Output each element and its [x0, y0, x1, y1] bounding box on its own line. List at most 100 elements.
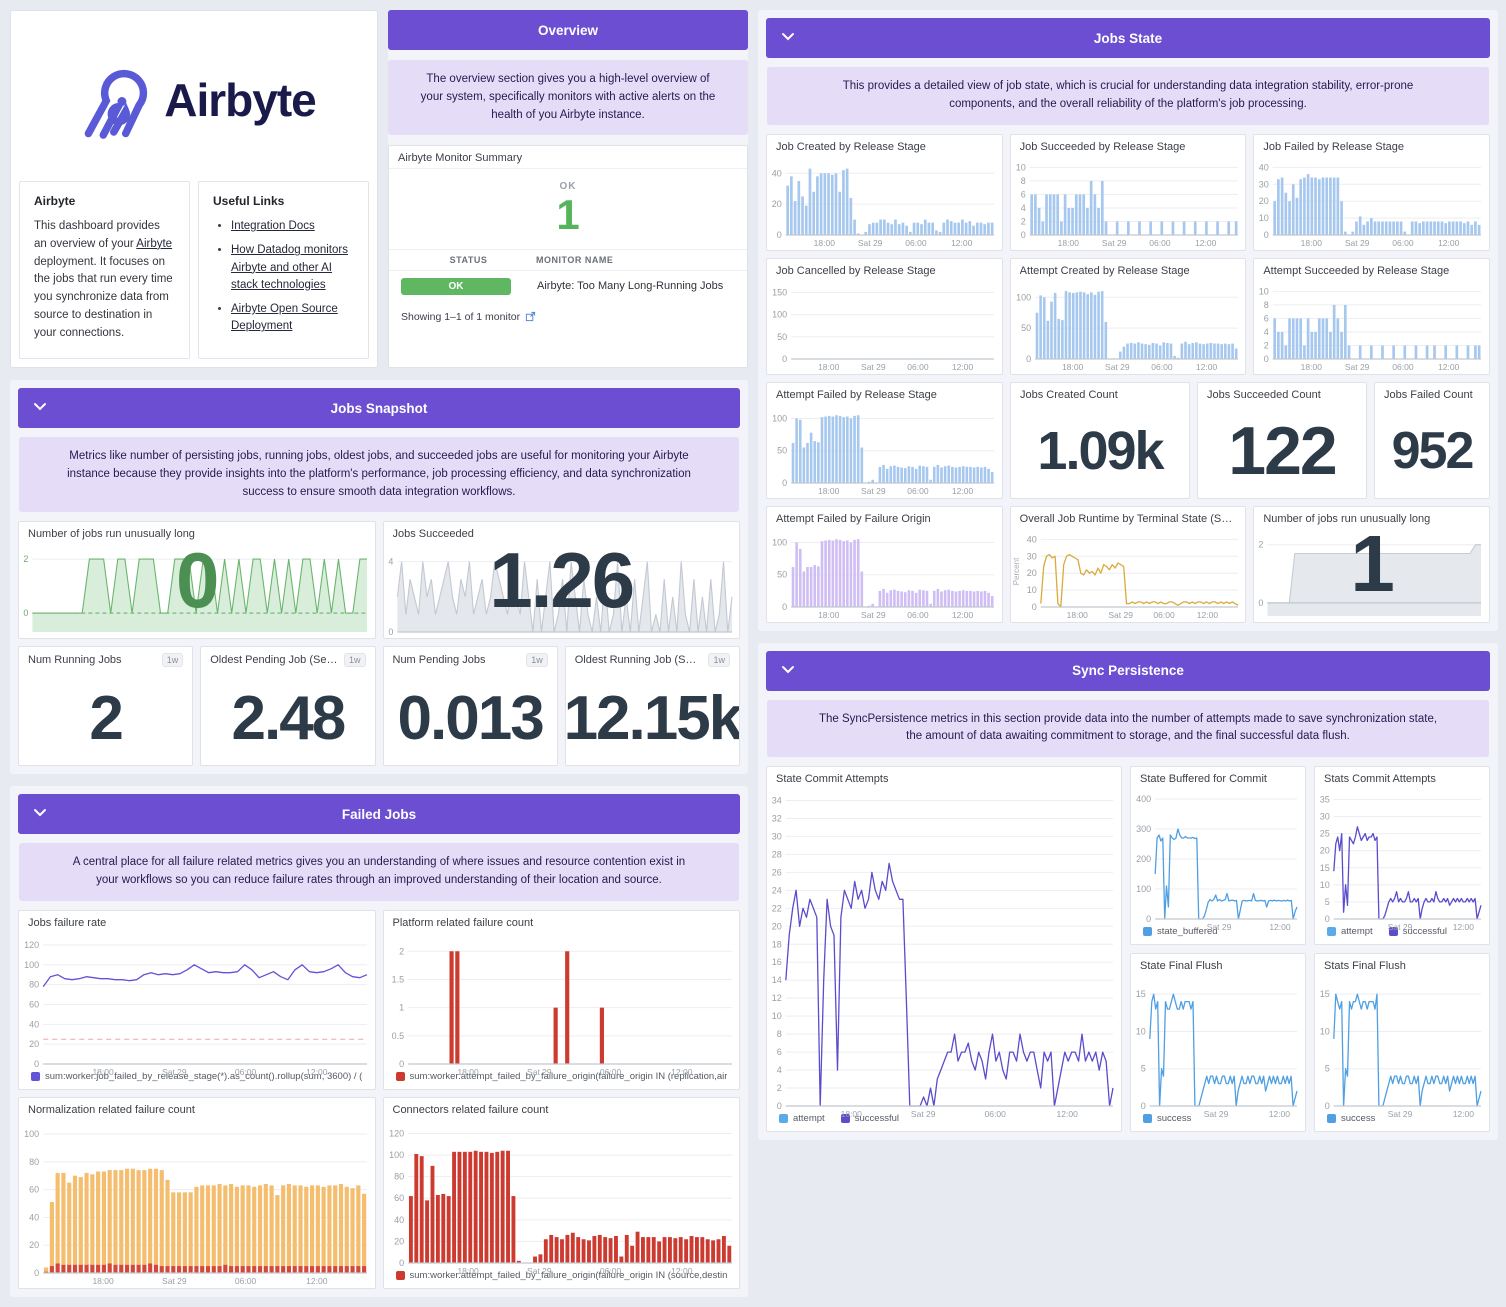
state-final-flush-chart[interactable]: 0 5 10 15 Sat 29 12:00 — [1131, 976, 1305, 1119]
svg-text:300: 300 — [1136, 824, 1151, 834]
query-value: 2 — [89, 683, 123, 753]
datadog-monitors-link[interactable]: How Datadog monitors Airbyte and other A… — [231, 244, 348, 291]
chevron-down-icon[interactable] — [780, 662, 796, 678]
svg-text:50: 50 — [777, 569, 787, 579]
stats-commit-attempts-chart[interactable]: 0 5 10 15 20 25 30 35 Sat 29 12:00 — [1315, 789, 1489, 932]
state-commit-attempts-chart[interactable]: 0 2 4 6 8 10 12 14 16 18 20 22 24 26 28 30 32 34 18:00 Sat … — [767, 789, 1121, 1119]
left-column: Airbyte Airbyte This dashboard provides … — [10, 10, 748, 1298]
chart-legend: attempt successful — [767, 1110, 1121, 1131]
svg-text:100: 100 — [772, 413, 787, 423]
jobs-failure-rate-widget: Jobs failure rate 0 20 40 60 80 100 120 18:00 Sa… — [18, 910, 376, 1091]
svg-text:80: 80 — [394, 1172, 404, 1182]
jobs-state-title: Jobs State — [1093, 30, 1163, 46]
svg-text:Sat 29: Sat 29 — [527, 1067, 552, 1077]
svg-text:400: 400 — [1136, 794, 1151, 804]
jobs-state-header[interactable]: Jobs State — [766, 18, 1490, 58]
svg-text:10: 10 — [1015, 162, 1025, 172]
svg-text:100: 100 — [1016, 292, 1031, 302]
widget-title: Job Succeeded by Release Stage — [1019, 140, 1186, 153]
overview-header[interactable]: Overview — [388, 10, 748, 50]
chevron-down-icon[interactable] — [32, 399, 48, 415]
svg-text:1: 1 — [399, 1003, 404, 1013]
monitor-table-row[interactable]: OK Airbyte: Too Many Long-Running Jobs — [389, 271, 747, 302]
svg-text:18: 18 — [772, 940, 782, 950]
attempt-failed-origin-widget: Attempt Failed by Failure Origin 0 50 100 1… — [766, 505, 1003, 623]
jobs-snapshot-description: Metrics like number of persisting jobs, … — [19, 437, 739, 513]
attempt-failed-release-widget: Attempt Failed by Release Stage 0 50 100 18… — [766, 381, 1003, 499]
jobs-failure-rate-chart[interactable]: 0 20 40 60 80 100 120 18:00 Sat 29 06:00 12:00 — [19, 933, 375, 1077]
attempt-succeeded-chart[interactable]: 0 2 4 6 8 10 18:00 Sat 29 06:00 12:00 — [1254, 281, 1489, 374]
monitor-summary-title: Airbyte Monitor Summary — [389, 146, 747, 170]
attempt-created-chart[interactable]: 0 50 100 18:00 Sat 29 06:00 12:00 — [1011, 281, 1246, 374]
widget-title: State Final Flush — [1140, 960, 1223, 973]
sync-persistence-header[interactable]: Sync Persistence — [766, 650, 1490, 691]
svg-text:12:00: 12:00 — [1195, 238, 1217, 248]
svg-text:2: 2 — [23, 555, 28, 565]
integration-docs-link[interactable]: Integration Docs — [231, 220, 315, 232]
legend-swatch — [779, 1114, 788, 1124]
widget-title: Normalization related failure count — [28, 1104, 195, 1117]
job-succeeded-chart[interactable]: 0 2 4 6 8 10 18:00 Sat 29 06:00 12:00 — [1011, 157, 1246, 250]
open-source-deployment-link[interactable]: Airbyte Open Source Deployment — [231, 303, 338, 333]
monitor-name-link[interactable]: Airbyte: Too Many Long-Running Jobs — [537, 280, 724, 293]
normalization-failure-chart[interactable]: 0 20 40 60 80 100 18:00 Sat 29 06:00 12:00 — [19, 1120, 375, 1288]
svg-text:Sat 29: Sat 29 — [1345, 362, 1370, 372]
widget-title: Attempt Created by Release Stage — [1019, 264, 1190, 277]
job-cancelled-chart[interactable]: 0 50 100 150 18:00 Sat 29 06:00 12:00 — [767, 281, 1002, 374]
stats-final-flush-chart[interactable]: 0 5 10 15 Sat 29 12:00 — [1315, 976, 1489, 1119]
airbyte-inline-link[interactable]: Airbyte — [136, 237, 173, 250]
query-value: 0.013 — [397, 683, 545, 753]
status-badge: OK — [401, 277, 511, 295]
job-runtime-chart[interactable]: 0 10 20 30 40 Percent 18:00 Sat 29 06:00 12:00 — [1011, 529, 1246, 622]
failed-jobs-header[interactable]: Failed Jobs — [18, 794, 740, 835]
svg-text:50: 50 — [777, 331, 787, 341]
platform-failure-chart[interactable]: 0 0.5 1 1.5 2 18:00 Sat 29 06:00 12:00 — [384, 933, 740, 1077]
svg-text:18:00: 18:00 — [1057, 238, 1079, 248]
chart-legend: success — [1131, 1110, 1305, 1131]
svg-text:06:00: 06:00 — [1393, 238, 1415, 248]
job-failed-chart[interactable]: 0 10 20 30 40 18:00 Sat 29 06:00 12:00 — [1254, 157, 1489, 250]
widget-title: Job Created by Release Stage — [776, 140, 926, 153]
svg-text:20: 20 — [394, 1236, 404, 1246]
svg-text:06:00: 06:00 — [1149, 238, 1171, 248]
svg-text:100: 100 — [24, 960, 39, 970]
svg-text:06:00: 06:00 — [907, 610, 929, 620]
chevron-down-icon[interactable] — [780, 29, 796, 45]
svg-text:12:00: 12:00 — [952, 486, 974, 496]
svg-text:40: 40 — [29, 1212, 39, 1222]
sync-persistence-description: The SyncPersistence metrics in this sect… — [767, 699, 1489, 758]
jobs-failed-count-card: Jobs Failed Count 952 — [1374, 381, 1490, 499]
list-item: Integration Docs — [231, 218, 354, 235]
attempt-failed-origin-chart[interactable]: 0 50 100 18:00 Sat 29 06:00 12:00 — [767, 529, 1002, 622]
overview-description: The overview section gives you a high-le… — [388, 60, 748, 136]
svg-text:10: 10 — [1259, 213, 1269, 223]
chart-legend: state_buffered — [1131, 923, 1305, 944]
connectors-failure-chart[interactable]: 0 20 40 60 80 100 120 18:00 Sat 29 06:00 12:00 — [384, 1120, 740, 1276]
svg-text:15: 15 — [1320, 989, 1330, 999]
external-link-icon[interactable] — [525, 311, 536, 322]
jobs-snapshot-header[interactable]: Jobs Snapshot — [18, 388, 740, 428]
state-buffered-chart[interactable]: 0 100 200 300 400 Sat 29 12:00 — [1131, 789, 1305, 932]
svg-text:25: 25 — [1320, 829, 1330, 839]
svg-text:0: 0 — [1264, 354, 1269, 364]
stats-commit-attempts-widget: Stats Commit Attempts 0 5 10 15 20 25 30 35 Sat … — [1314, 766, 1490, 946]
svg-text:18:00: 18:00 — [818, 486, 840, 496]
about-text: This dashboard provides an overview of y… — [34, 218, 175, 343]
chevron-down-icon[interactable] — [32, 805, 48, 821]
legend-item: successful — [840, 1113, 899, 1124]
svg-text:4: 4 — [388, 557, 393, 567]
svg-text:20: 20 — [772, 199, 782, 209]
legend-swatch — [1327, 1114, 1336, 1124]
about-card: Airbyte This dashboard provides an overv… — [19, 181, 190, 359]
jobs-state-row-3: Attempt Failed by Release Stage 0 50 100 18… — [766, 381, 1490, 499]
legend-swatch — [1143, 1114, 1152, 1124]
sync-persistence-section: Sync Persistence The SyncPersistence met… — [758, 642, 1498, 1141]
attempt-failed-release-chart[interactable]: 0 50 100 18:00 Sat 29 06:00 12:00 — [767, 405, 1002, 498]
failed-jobs-title: Failed Jobs — [341, 806, 417, 822]
job-created-chart[interactable]: 0 20 40 18:00 Sat 29 06:00 12:00 — [767, 157, 1002, 250]
svg-text:12:00: 12:00 — [671, 1067, 693, 1077]
